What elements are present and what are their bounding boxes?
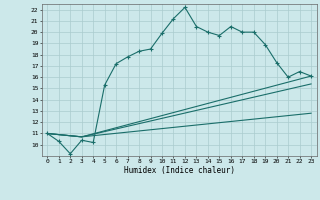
X-axis label: Humidex (Indice chaleur): Humidex (Indice chaleur) (124, 166, 235, 175)
